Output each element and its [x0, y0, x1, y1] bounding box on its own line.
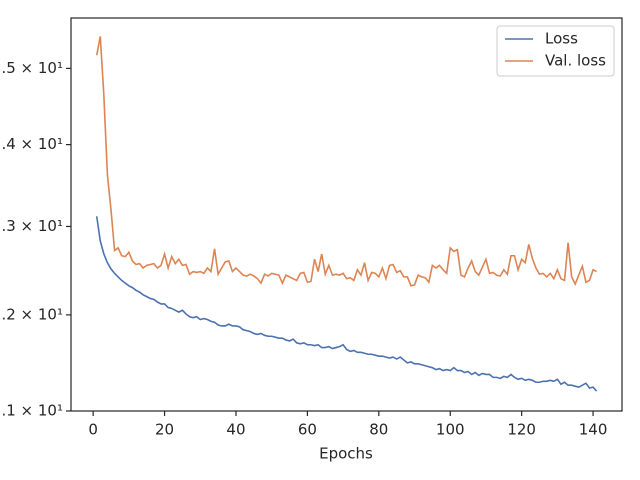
- x-tick-label: 0: [88, 421, 98, 439]
- x-tick-label: 40: [226, 421, 245, 439]
- y-tick-label: .3 × 10¹: [1, 217, 63, 235]
- y-tick-label: .1 × 10¹: [1, 402, 63, 420]
- y-tick-label: .4 × 10¹: [1, 135, 63, 153]
- y-tick-label: .5 × 10¹: [1, 59, 63, 77]
- legend-label: Loss: [545, 30, 578, 48]
- plot-frame: [70, 17, 623, 412]
- x-tick-label: 80: [369, 421, 388, 439]
- x-tick-label: 20: [155, 421, 174, 439]
- x-tick-label: 100: [436, 421, 465, 439]
- line-series: [95, 36, 598, 287]
- line-series: [95, 216, 598, 392]
- x-tick-label: 60: [298, 421, 317, 439]
- legend-label: Val. loss: [545, 52, 606, 70]
- x-axis-label: Epochs: [319, 445, 373, 463]
- y-tick-label: .2 × 10¹: [1, 305, 63, 323]
- x-tick-label: 120: [507, 421, 536, 439]
- x-tick-label: 140: [579, 421, 608, 439]
